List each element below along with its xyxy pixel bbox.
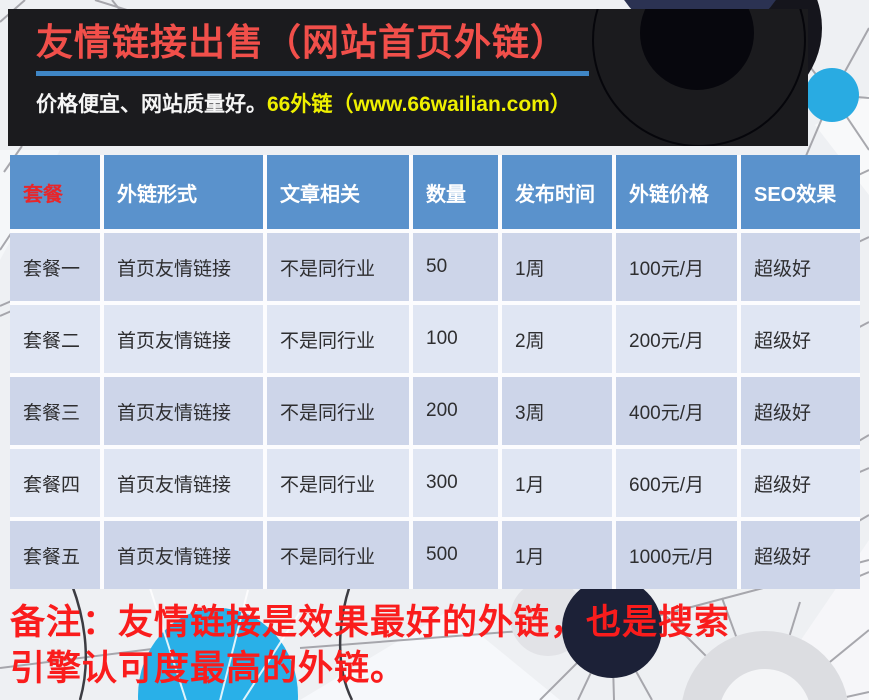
footer-note-line2: 引擎认可度最高的外链。	[10, 649, 407, 688]
table-cell: 首页友情链接	[104, 233, 263, 301]
table-cell: 首页友情链接	[104, 449, 263, 517]
brand-site-text: 66外链（www.66wailian.com）	[267, 93, 571, 116]
header-cell-publish-time: 发布时间	[502, 155, 612, 229]
table-cell: 3周	[502, 377, 612, 445]
header-cell-package: 套餐	[10, 155, 100, 229]
table-cell: 不是同行业	[267, 377, 409, 445]
table-cell: 超级好	[741, 377, 860, 445]
table-cell: 200	[413, 377, 498, 445]
table-cell: 首页友情链接	[104, 305, 263, 373]
table-cell: 套餐五	[10, 521, 100, 589]
table-cell: 套餐一	[10, 233, 100, 301]
table-cell: 超级好	[741, 305, 860, 373]
table-cell: 超级好	[741, 521, 860, 589]
subtitle-text: 价格便宜、网站质量好。	[36, 93, 267, 116]
header-cell-link-type: 外链形式	[104, 155, 263, 229]
title-underline	[36, 71, 589, 76]
table-cell: 2周	[502, 305, 612, 373]
footer-note-line1: 备注：友情链接是效果最好的外链，也是搜索	[10, 603, 731, 642]
footer-note: 备注：友情链接是效果最好的外链，也是搜索 引擎认可度最高的外链。	[10, 600, 730, 692]
table-cell: 1月	[502, 521, 612, 589]
header-cell-article: 文章相关	[267, 155, 409, 229]
table-cell: 超级好	[741, 233, 860, 301]
table-cell: 套餐四	[10, 449, 100, 517]
pricing-table: 套餐 外链形式 文章相关 数量 发布时间 外链价格 SEO效果 套餐一 首页友情…	[10, 155, 860, 589]
table-cell: 1周	[502, 233, 612, 301]
table-cell: 100	[413, 305, 498, 373]
table-cell: 500	[413, 521, 498, 589]
table-cell: 200元/月	[616, 305, 737, 373]
table-cell: 50	[413, 233, 498, 301]
table-cell: 首页友情链接	[104, 377, 263, 445]
table-cell: 套餐三	[10, 377, 100, 445]
table-cell: 超级好	[741, 449, 860, 517]
header-banner: 友情链接出售（网站首页外链） 价格便宜、网站质量好。66外链（www.66wai…	[8, 9, 808, 146]
header-cell-quantity: 数量	[413, 155, 498, 229]
table-cell: 套餐二	[10, 305, 100, 373]
header-cell-seo-effect: SEO效果	[741, 155, 860, 229]
table-cell: 600元/月	[616, 449, 737, 517]
page-title: 友情链接出售（网站首页外链）	[36, 22, 568, 63]
table-cell: 不是同行业	[267, 449, 409, 517]
table-cell: 100元/月	[616, 233, 737, 301]
table-cell: 1月	[502, 449, 612, 517]
table-cell: 400元/月	[616, 377, 737, 445]
table-cell: 不是同行业	[267, 305, 409, 373]
table-cell: 不是同行业	[267, 233, 409, 301]
header-cell-price: 外链价格	[616, 155, 737, 229]
table-cell: 1000元/月	[616, 521, 737, 589]
table-cell: 首页友情链接	[104, 521, 263, 589]
table-cell: 300	[413, 449, 498, 517]
subtitle: 价格便宜、网站质量好。66外链（www.66wailian.com）	[36, 92, 808, 118]
table-cell: 不是同行业	[267, 521, 409, 589]
